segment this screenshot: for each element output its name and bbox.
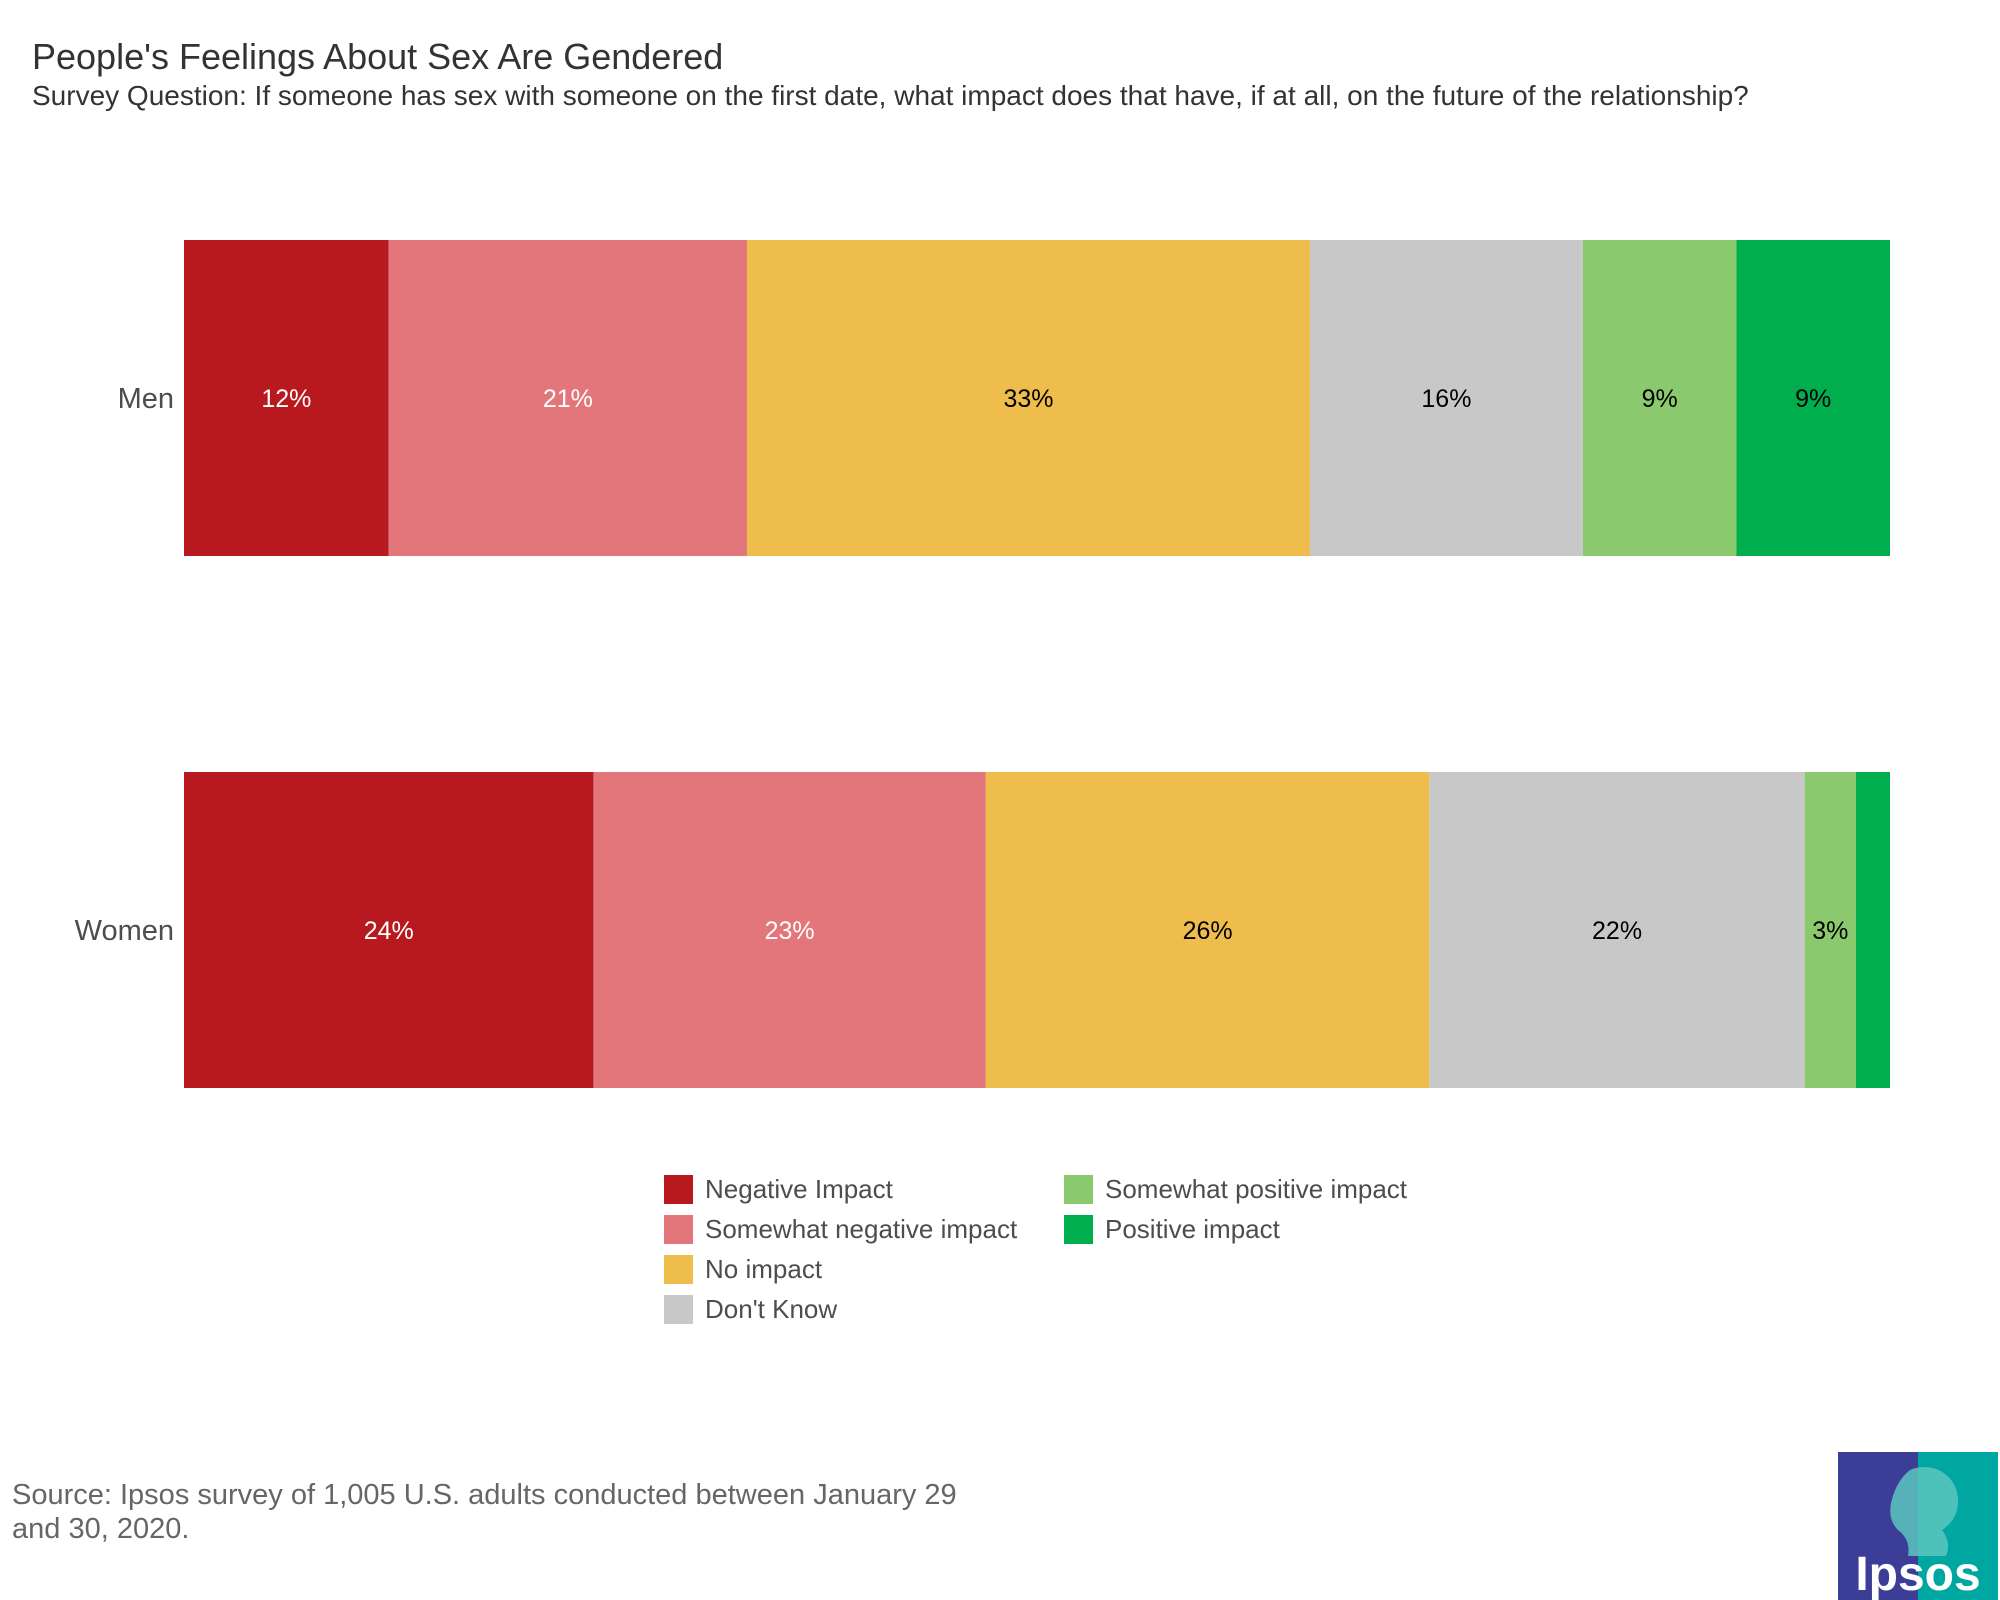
bar-segment-women-0 — [184, 772, 594, 1088]
legend-label: Don't Know — [705, 1294, 838, 1324]
legend-item-1: Somewhat negative impact — [664, 1214, 1017, 1245]
data-label-men-0: 12% — [261, 385, 311, 413]
legend-swatch — [1064, 1175, 1093, 1204]
bar-segment-men-5 — [1736, 240, 1890, 556]
category-label-women: Women — [75, 915, 174, 947]
bar-segment-men-0 — [184, 240, 389, 556]
data-label-men-2: 33% — [1003, 385, 1053, 413]
legend-label: Negative Impact — [705, 1174, 893, 1204]
legend-label: Somewhat positive impact — [1105, 1174, 1408, 1204]
legend-item-0: Negative Impact — [664, 1174, 893, 1205]
chart-legend: Negative Impact Somewhat negative impact N… — [664, 1174, 1464, 1334]
legend-swatch — [1064, 1215, 1093, 1244]
bar-segment-men-2 — [746, 240, 1310, 556]
data-label-women-1: 23% — [765, 917, 815, 945]
ipsos-logo: Ipsos — [1838, 1452, 1998, 1600]
data-label-women-3: 22% — [1592, 917, 1642, 945]
source-note: Source: Ipsos survey of 1,005 U.S. adult… — [12, 1479, 957, 1545]
stacked-bar-chart: Men 12% 21% 33% 16% 9% 9% Women 24% 23% 26% 22% 3% — [75, 240, 1890, 1088]
legend-swatch — [664, 1295, 693, 1324]
legend-swatch — [664, 1255, 693, 1284]
bar-segment-men-1 — [388, 240, 747, 556]
data-label-men-1: 21% — [543, 385, 593, 413]
legend-item-4: Somewhat positive impact — [1064, 1174, 1407, 1205]
legend-label: Somewhat negative impact — [705, 1214, 1018, 1244]
data-label-women-2: 26% — [1183, 917, 1233, 945]
legend-label: Positive impact — [1105, 1214, 1280, 1244]
bar-segment-women-3 — [1429, 772, 1805, 1088]
data-label-men-3: 16% — [1421, 385, 1471, 413]
category-label-men: Men — [118, 383, 174, 415]
data-label-women-4: 3% — [1812, 917, 1848, 945]
legend-item-5: Positive impact — [1064, 1214, 1280, 1245]
legend-swatch — [664, 1215, 693, 1244]
bar-segment-men-3 — [1309, 240, 1583, 556]
logo-text: Ipsos — [1855, 1548, 1980, 1600]
chart-title: People's Feelings About Sex Are Gendered — [32, 36, 724, 77]
bar-segment-women-1 — [593, 772, 986, 1088]
legend-item-3: Don't Know — [664, 1294, 837, 1325]
bar-segment-women-4 — [1804, 772, 1856, 1088]
data-label-men-4: 9% — [1642, 385, 1678, 413]
chart-subtitle: Survey Question: If someone has sex with… — [32, 80, 1749, 111]
bar-segment-men-4 — [1582, 240, 1737, 556]
data-label-women-0: 24% — [364, 917, 414, 945]
legend-swatch — [664, 1175, 693, 1204]
legend-label: No impact — [705, 1254, 823, 1284]
logo-profile-icon — [1890, 1467, 1959, 1556]
bar-segment-women-2 — [985, 772, 1430, 1088]
bar-segment-women-5 — [1855, 772, 1890, 1088]
data-label-men-5: 9% — [1795, 385, 1831, 413]
legend-item-2: No impact — [664, 1254, 822, 1285]
